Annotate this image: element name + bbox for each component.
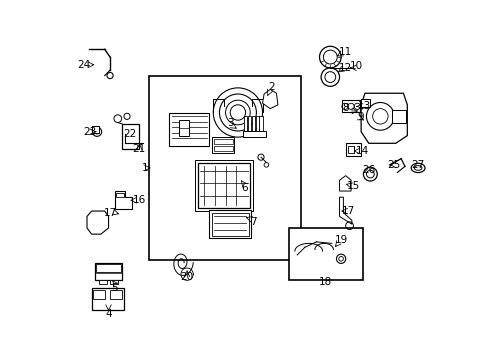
- Text: 17: 17: [342, 206, 355, 216]
- Bar: [91, 126, 99, 132]
- Bar: [93, 289, 105, 299]
- Bar: [360, 99, 369, 107]
- Text: 5: 5: [111, 283, 118, 293]
- Bar: [259, 116, 262, 131]
- Bar: [244, 116, 246, 131]
- Bar: [242, 131, 265, 137]
- Bar: [214, 139, 232, 144]
- Bar: [110, 280, 118, 284]
- Bar: [212, 137, 234, 153]
- Text: 13: 13: [357, 101, 370, 111]
- Bar: [251, 116, 254, 131]
- Bar: [341, 100, 360, 112]
- Text: 10: 10: [349, 61, 362, 71]
- Text: 23: 23: [83, 127, 97, 137]
- Circle shape: [107, 72, 113, 78]
- Bar: [99, 280, 107, 284]
- Bar: [247, 116, 250, 131]
- Circle shape: [95, 130, 99, 134]
- Bar: [122, 124, 139, 149]
- Polygon shape: [339, 176, 350, 191]
- Text: 4: 4: [105, 309, 112, 319]
- Text: 9: 9: [357, 112, 364, 122]
- Text: 22: 22: [123, 129, 137, 139]
- Bar: [198, 163, 250, 208]
- Polygon shape: [87, 211, 108, 234]
- Text: 15: 15: [346, 181, 359, 191]
- Circle shape: [338, 256, 343, 261]
- Text: 21: 21: [132, 144, 146, 154]
- Bar: [91, 288, 123, 310]
- Bar: [96, 264, 121, 272]
- Polygon shape: [339, 197, 351, 224]
- Circle shape: [92, 127, 102, 136]
- Bar: [194, 160, 253, 211]
- Text: 20: 20: [180, 272, 193, 282]
- Text: 3: 3: [226, 117, 233, 127]
- Circle shape: [363, 167, 377, 181]
- Bar: [289, 228, 362, 280]
- Text: 7: 7: [249, 217, 256, 227]
- Bar: [347, 145, 353, 153]
- Text: 16: 16: [132, 195, 146, 205]
- Bar: [391, 110, 405, 122]
- Text: 24: 24: [77, 60, 90, 70]
- Text: 25: 25: [386, 160, 399, 170]
- Polygon shape: [115, 191, 131, 209]
- Text: 2: 2: [268, 82, 275, 92]
- Circle shape: [336, 254, 345, 264]
- Bar: [149, 76, 301, 260]
- Bar: [95, 263, 122, 280]
- Circle shape: [123, 113, 130, 120]
- Text: 11: 11: [338, 47, 352, 57]
- Bar: [345, 143, 360, 156]
- Bar: [255, 116, 258, 131]
- Polygon shape: [360, 93, 407, 143]
- Text: 8: 8: [342, 103, 348, 113]
- Text: 12: 12: [338, 63, 352, 73]
- Text: 14: 14: [355, 146, 368, 156]
- Bar: [110, 289, 122, 299]
- Circle shape: [114, 115, 122, 122]
- Polygon shape: [262, 89, 277, 109]
- Text: 6: 6: [241, 183, 247, 193]
- Text: 26: 26: [362, 165, 375, 175]
- Text: 17: 17: [103, 208, 117, 217]
- Bar: [178, 120, 189, 136]
- Text: 18: 18: [318, 277, 332, 287]
- Bar: [211, 213, 248, 236]
- Bar: [169, 113, 209, 145]
- Circle shape: [366, 170, 373, 178]
- Bar: [209, 210, 250, 238]
- Text: 27: 27: [410, 160, 424, 170]
- Text: 1: 1: [142, 163, 148, 173]
- Text: 19: 19: [334, 235, 347, 245]
- Bar: [214, 145, 232, 151]
